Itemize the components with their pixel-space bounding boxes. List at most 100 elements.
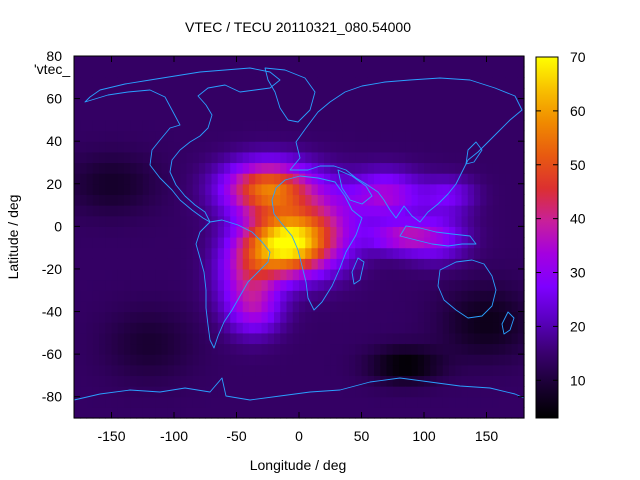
heatmap-cell (130, 119, 138, 132)
heatmap-cell (280, 66, 288, 78)
heatmap-cell (199, 343, 206, 355)
heatmap-cell (461, 322, 469, 334)
heatmap-cell (111, 109, 119, 121)
heatmap-cell (349, 226, 356, 238)
heatmap-cell (99, 183, 106, 196)
heatmap-cell (217, 77, 225, 89)
heatmap-cell (392, 151, 400, 164)
heatmap-cell (511, 322, 519, 334)
heatmap-cell (386, 375, 394, 387)
heatmap-cell (86, 215, 94, 227)
heatmap-cell (299, 386, 306, 398)
heatmap-cell (236, 258, 244, 270)
heatmap-cell (130, 56, 138, 68)
heatmap-cell (149, 226, 156, 238)
heatmap-cell (211, 66, 219, 78)
heatmap-cell (155, 141, 163, 153)
heatmap-cell (380, 56, 388, 68)
heatmap-cell (349, 407, 356, 419)
heatmap-cell (486, 194, 494, 206)
heatmap-cell (105, 98, 113, 110)
heatmap-cell (449, 226, 456, 238)
heatmap-cell (430, 56, 438, 68)
heatmap-cell (242, 343, 250, 355)
heatmap-cell (105, 332, 113, 345)
heatmap-cell (149, 343, 156, 355)
heatmap-cell (442, 162, 450, 174)
heatmap-cell (511, 386, 519, 398)
heatmap-cell (136, 322, 144, 334)
heatmap-cell (142, 109, 150, 121)
heatmap-cell (174, 343, 181, 355)
heatmap-cell (311, 98, 319, 110)
heatmap-cell (342, 375, 350, 387)
heatmap-cell (80, 66, 88, 78)
heatmap-cell (186, 364, 194, 377)
heatmap-cell (355, 226, 363, 238)
heatmap-cell (136, 364, 144, 377)
heatmap-cell (492, 247, 500, 259)
heatmap-cell (330, 332, 338, 345)
heatmap-cell (411, 183, 419, 196)
heatmap-cell (492, 194, 500, 206)
heatmap-cell (405, 77, 413, 89)
heatmap-cell (480, 279, 488, 291)
heatmap-cell (280, 247, 288, 259)
heatmap-cell (405, 343, 413, 355)
heatmap-cell (467, 396, 475, 408)
heatmap-cell (111, 215, 119, 227)
heatmap-cell (217, 332, 225, 345)
heatmap-cell (242, 290, 250, 302)
heatmap-cell (505, 396, 513, 408)
heatmap-cell (349, 396, 356, 408)
heatmap-cell (111, 77, 119, 89)
heatmap-cell (117, 183, 125, 196)
heatmap-cell (155, 343, 163, 355)
heatmap-cell (305, 247, 313, 259)
heatmap-cell (92, 194, 100, 206)
heatmap-cell (224, 141, 231, 153)
heatmap-cell (442, 173, 450, 185)
heatmap-cell (511, 354, 519, 366)
heatmap-cell (99, 109, 106, 121)
heatmap-cell (211, 386, 219, 398)
heatmap-cell (417, 66, 425, 78)
heatmap-cell (436, 279, 444, 291)
heatmap-cell (492, 173, 500, 185)
heatmap-cell (411, 226, 419, 238)
heatmap-cell (167, 268, 175, 281)
heatmap-cell (461, 141, 469, 153)
heatmap-cell (136, 354, 144, 366)
heatmap-cell (199, 183, 206, 196)
heatmap-cell (130, 343, 138, 355)
heatmap-cell (430, 247, 438, 259)
heatmap-cell (511, 66, 519, 78)
heatmap-cell (199, 290, 206, 302)
heatmap-cell (330, 247, 338, 259)
heatmap-cell (267, 151, 275, 164)
heatmap-cell (142, 396, 150, 408)
heatmap-cell (92, 354, 100, 366)
heatmap-cell (342, 268, 350, 281)
heatmap-cell (436, 343, 444, 355)
heatmap-cell (236, 322, 244, 334)
heatmap-cell (192, 173, 200, 185)
heatmap-cell (180, 354, 188, 366)
heatmap-cell (461, 87, 469, 100)
heatmap-cell (92, 205, 100, 217)
heatmap-cell (399, 364, 406, 377)
heatmap-cell (267, 119, 275, 132)
heatmap-cell (424, 151, 431, 164)
heatmap-cell (186, 279, 194, 291)
heatmap-cell (280, 87, 288, 100)
heatmap-cell (86, 268, 94, 281)
heatmap-cell (505, 205, 513, 217)
heatmap-cell (155, 130, 163, 142)
heatmap-cell (261, 226, 269, 238)
heatmap-cell (442, 56, 450, 68)
heatmap-cell (455, 130, 463, 142)
heatmap-cell (174, 194, 181, 206)
heatmap-cell (280, 311, 288, 323)
heatmap-cell (355, 332, 363, 345)
heatmap-cell (442, 247, 450, 259)
